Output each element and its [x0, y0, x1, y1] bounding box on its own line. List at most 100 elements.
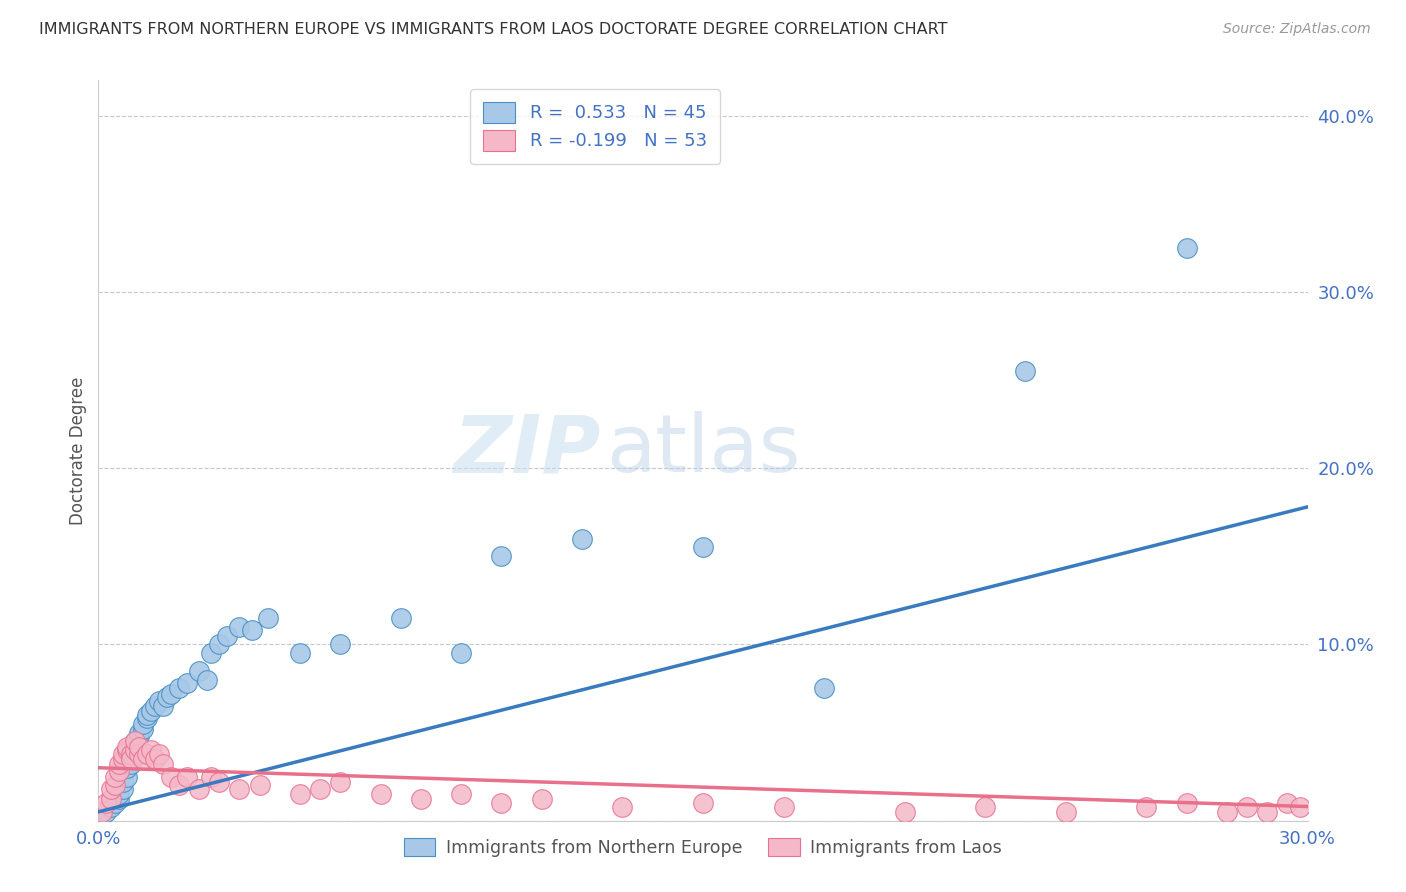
Point [1175, 796, 1198, 810]
Point [152, 757, 174, 772]
Point [288, 646, 311, 660]
Y-axis label: Doctorate Degree: Doctorate Degree [69, 376, 87, 524]
Point [156, 690, 179, 705]
Point [139, 704, 162, 718]
Point [100, 799, 122, 814]
Point [120, 747, 142, 761]
Point [450, 646, 472, 660]
Point [103, 770, 125, 784]
Point [249, 778, 271, 792]
Point [111, 747, 134, 761]
Point [135, 711, 157, 725]
Point [160, 770, 183, 784]
Point [893, 805, 915, 819]
Point [115, 743, 138, 757]
Point [228, 620, 250, 634]
Point [111, 775, 134, 789]
Point [120, 752, 142, 766]
Text: Source: ZipAtlas.com: Source: ZipAtlas.com [1223, 22, 1371, 37]
Point [132, 752, 155, 766]
Point [176, 770, 198, 784]
Point [135, 707, 157, 722]
Point [1014, 364, 1036, 378]
Point [217, 628, 239, 642]
Point [208, 637, 231, 651]
Point [107, 792, 129, 806]
Point [1054, 805, 1077, 819]
Point [188, 664, 211, 678]
Point [772, 799, 794, 814]
Point [148, 747, 170, 761]
Point [450, 787, 472, 801]
Point [124, 734, 146, 748]
Point [256, 611, 278, 625]
Point [100, 781, 122, 796]
Point [128, 729, 150, 743]
Point [107, 757, 129, 772]
Point [1236, 799, 1258, 814]
Point [115, 770, 138, 784]
Point [692, 796, 714, 810]
Legend: Immigrants from Northern Europe, Immigrants from Laos: Immigrants from Northern Europe, Immigra… [398, 831, 1008, 863]
Point [176, 676, 198, 690]
Point [128, 747, 150, 761]
Point [115, 761, 138, 775]
Point [370, 787, 392, 801]
Point [96, 796, 118, 810]
Point [124, 734, 146, 748]
Point [389, 611, 412, 625]
Text: IMMIGRANTS FROM NORTHERN EUROPE VS IMMIGRANTS FROM LAOS DOCTORATE DEGREE CORRELA: IMMIGRANTS FROM NORTHERN EUROPE VS IMMIG… [39, 22, 948, 37]
Point [115, 739, 138, 754]
Point [329, 775, 352, 789]
Point [152, 699, 174, 714]
Text: atlas: atlas [606, 411, 800, 490]
Point [329, 637, 352, 651]
Point [288, 787, 311, 801]
Point [143, 752, 166, 766]
Point [120, 757, 142, 772]
Point [135, 747, 157, 761]
Point [491, 796, 513, 810]
Point [1256, 805, 1278, 819]
Point [143, 699, 166, 714]
Point [974, 799, 997, 814]
Point [167, 681, 190, 696]
Point [200, 770, 222, 784]
Point [309, 781, 332, 796]
Point [107, 787, 129, 801]
Point [124, 743, 146, 757]
Point [124, 743, 146, 757]
Text: ZIP: ZIP [453, 411, 600, 490]
Point [111, 752, 134, 766]
Point [148, 694, 170, 708]
Point [103, 778, 125, 792]
Point [571, 532, 593, 546]
Point [813, 681, 835, 696]
Point [195, 673, 218, 687]
Point [208, 775, 231, 789]
Point [491, 549, 513, 564]
Point [111, 781, 134, 796]
Point [132, 716, 155, 731]
Point [1216, 805, 1239, 819]
Point [530, 792, 553, 806]
Point [128, 725, 150, 739]
Point [132, 722, 155, 736]
Point [612, 799, 634, 814]
Point [139, 743, 162, 757]
Point [228, 781, 250, 796]
Point [120, 747, 142, 761]
Point [1288, 799, 1310, 814]
Point [240, 624, 263, 638]
Point [100, 792, 122, 806]
Point [200, 646, 222, 660]
Point [160, 687, 183, 701]
Point [188, 781, 211, 796]
Point [103, 796, 125, 810]
Point [1135, 799, 1157, 814]
Point [167, 778, 190, 792]
Point [1277, 796, 1299, 810]
Point [107, 764, 129, 779]
Point [409, 792, 432, 806]
Point [692, 541, 714, 555]
